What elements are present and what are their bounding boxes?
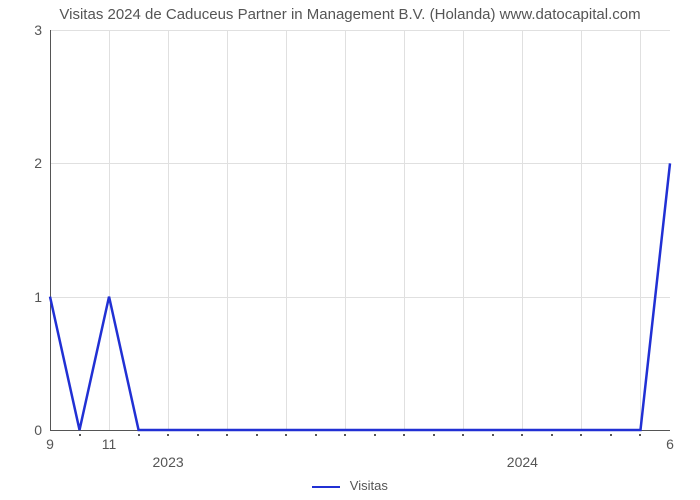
legend-swatch xyxy=(312,486,340,488)
y-tick-label: 2 xyxy=(34,155,50,171)
x-tick-minor xyxy=(256,434,258,436)
x-tick-minor xyxy=(344,434,346,436)
y-tick-label: 1 xyxy=(34,289,50,305)
x-tick-label: 11 xyxy=(102,430,117,452)
x-tick-minor xyxy=(551,434,553,436)
x-tick-label: 9 xyxy=(46,430,54,452)
x-tick-minor xyxy=(79,434,81,436)
chart-container: Visitas 2024 de Caduceus Partner in Mana… xyxy=(0,0,700,500)
x-year-label: 2023 xyxy=(153,430,184,470)
chart-title: Visitas 2024 de Caduceus Partner in Mana… xyxy=(0,6,700,23)
plot-area: 0123911620232024 xyxy=(50,30,670,430)
x-tick-minor xyxy=(433,434,435,436)
legend: Visitas xyxy=(0,478,700,493)
x-tick-minor xyxy=(610,434,612,436)
x-year-label: 2024 xyxy=(507,430,538,470)
x-tick-minor xyxy=(197,434,199,436)
x-tick-minor xyxy=(315,434,317,436)
series-svg xyxy=(50,30,670,430)
series-line xyxy=(50,163,670,430)
x-tick-minor xyxy=(285,434,287,436)
x-tick-minor xyxy=(138,434,140,436)
y-tick-label: 3 xyxy=(34,22,50,38)
x-tick-label: 6 xyxy=(666,430,674,452)
x-tick-minor xyxy=(226,434,228,436)
x-tick-minor xyxy=(492,434,494,436)
legend-label: Visitas xyxy=(350,478,388,493)
x-tick-minor xyxy=(403,434,405,436)
x-tick-minor xyxy=(639,434,641,436)
x-tick-minor xyxy=(462,434,464,436)
x-tick-minor xyxy=(374,434,376,436)
x-tick-minor xyxy=(580,434,582,436)
